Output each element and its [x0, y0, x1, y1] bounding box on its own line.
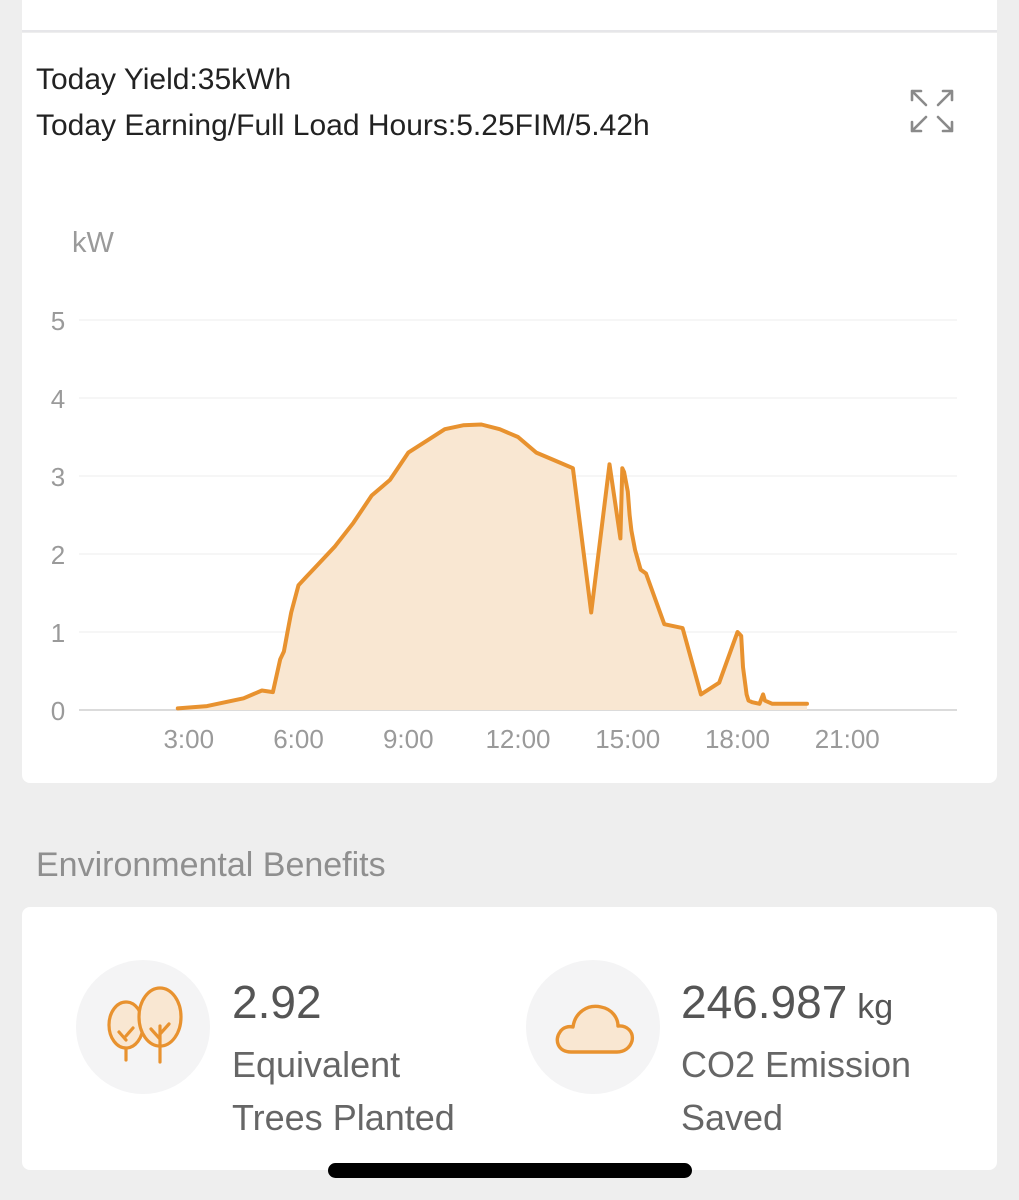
y-tick-label: 5 — [51, 306, 65, 336]
trees-value: 2.92 — [232, 976, 322, 1028]
y-tick-label: 2 — [51, 540, 65, 570]
power-series-line — [175, 422, 809, 711]
co2-value: 246.987 kg — [681, 975, 893, 1029]
yield-chart-card: Today Yield:35kWh Today Earning/Full Loa… — [22, 33, 997, 783]
y-tick-label: 1 — [51, 618, 65, 648]
benefits-card: 2.92 Equivalent Trees Planted 246.987 kg … — [22, 907, 997, 1170]
co2-label-line2: Saved — [681, 1097, 784, 1138]
x-tick-label: 3:00 — [163, 724, 214, 754]
today-earning-text: Today Earning/Full Load Hours:5.25FIM/5.… — [36, 109, 650, 142]
x-tick-label: 9:00 — [383, 724, 434, 754]
home-indicator[interactable] — [328, 1163, 692, 1178]
y-tick-label: 0 — [51, 696, 65, 726]
power-chart: kW 0 1 2 3 4 5 3:00 6:00 9:00 12:00 15:00 18:00 21:0… — [51, 227, 957, 754]
top-card-strip — [22, 0, 997, 32]
x-tick-label: 21:00 — [815, 724, 880, 754]
x-tick-label: 6:00 — [273, 724, 324, 754]
co2-value-number: 246.987 — [681, 976, 848, 1028]
x-tick-label: 12:00 — [485, 724, 550, 754]
y-tick-label: 3 — [51, 462, 65, 492]
y-axis-unit-label: kW — [72, 227, 115, 259]
co2-label-line1: CO2 Emission — [681, 1044, 912, 1085]
x-tick-label: 18:00 — [705, 724, 770, 754]
x-tick-label: 15:00 — [595, 724, 660, 754]
trees-label-line1: Equivalent — [232, 1044, 401, 1085]
cloud-icon — [526, 960, 660, 1094]
power-area-fill — [177, 424, 808, 710]
expand-icon[interactable] — [908, 87, 956, 135]
trees-label-line2: Trees Planted — [232, 1097, 455, 1138]
co2-unit: kg — [857, 988, 894, 1026]
trees-icon — [76, 960, 210, 1094]
today-yield-text: Today Yield:35kWh — [36, 63, 292, 96]
section-title-environmental: Environmental Benefits — [36, 846, 386, 884]
y-tick-label: 4 — [51, 384, 65, 414]
